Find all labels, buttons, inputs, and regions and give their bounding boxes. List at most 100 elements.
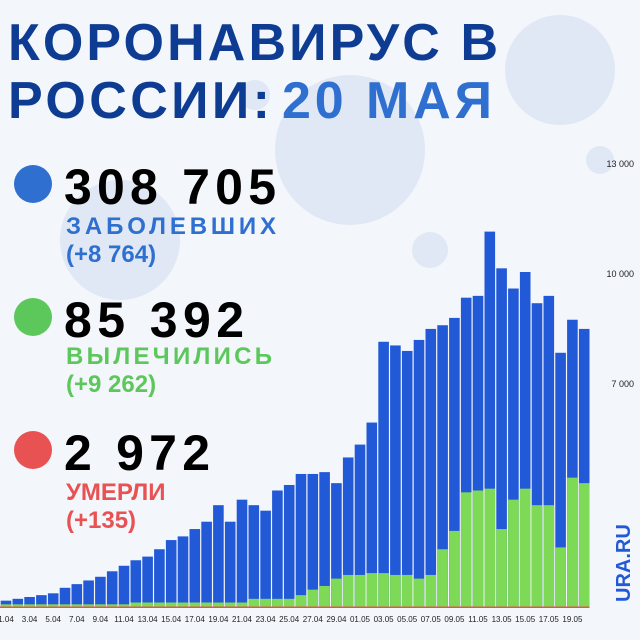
bar xyxy=(71,604,83,608)
bar xyxy=(331,483,342,608)
bar xyxy=(531,303,543,608)
bar xyxy=(106,604,118,608)
bar xyxy=(142,602,153,608)
bar xyxy=(578,483,590,608)
bar xyxy=(248,598,260,608)
stats: 308 705 ЗАБОЛЕВШИХ (+8 764) 85 392 ВЫЛЕЧ… xyxy=(14,159,276,534)
title: РОССИИ: xyxy=(8,72,270,130)
bar xyxy=(555,352,566,608)
bar xyxy=(401,350,413,608)
bar xyxy=(413,339,425,608)
bar xyxy=(283,484,295,608)
x-tick-label: 9.04 xyxy=(93,615,109,624)
bar xyxy=(177,602,189,608)
bar xyxy=(106,571,118,608)
bar xyxy=(307,473,319,608)
bar xyxy=(449,317,460,608)
x-tick-label: 27.04 xyxy=(303,615,324,624)
bar xyxy=(543,295,555,608)
bar xyxy=(543,505,555,608)
bar xyxy=(378,341,389,608)
bar xyxy=(425,574,437,608)
bar xyxy=(189,602,201,608)
bar xyxy=(567,319,578,608)
y-tick-label: 10 000 xyxy=(606,269,634,279)
bar xyxy=(154,602,165,608)
x-tick-label: 15.05 xyxy=(515,615,536,624)
x-tick-label: 01.05 xyxy=(350,615,371,624)
x-tick-label: 21.04 xyxy=(232,615,253,624)
bar xyxy=(425,328,437,608)
bar xyxy=(142,556,153,608)
bar xyxy=(154,549,165,608)
bar xyxy=(59,604,71,608)
bar xyxy=(342,457,354,608)
bar xyxy=(36,595,47,608)
bar xyxy=(401,574,413,608)
bar xyxy=(165,540,177,608)
bar xyxy=(213,505,224,608)
bar xyxy=(95,604,106,608)
bar xyxy=(260,598,271,608)
bar xyxy=(213,602,224,608)
bar xyxy=(496,529,507,608)
bar xyxy=(366,573,378,608)
bar xyxy=(378,573,389,608)
bar xyxy=(83,580,94,608)
bar xyxy=(390,345,401,608)
bar xyxy=(519,272,531,608)
stat-label: ЗАБОЛЕВШИХ xyxy=(66,213,276,240)
bar xyxy=(118,604,130,608)
bar xyxy=(177,536,189,608)
x-tick-label: 17.05 xyxy=(539,615,560,624)
bar xyxy=(224,602,236,608)
bar xyxy=(224,521,236,608)
bar xyxy=(83,604,94,608)
bar xyxy=(390,574,401,608)
bar xyxy=(519,488,531,608)
bar xyxy=(295,473,307,608)
bar xyxy=(283,598,295,608)
bar xyxy=(47,604,59,608)
bar xyxy=(331,578,342,608)
x-tick-label: 07.05 xyxy=(421,615,442,624)
bar xyxy=(272,490,283,608)
title: КОРОНАВИРУС В xyxy=(8,14,498,72)
stat-change: (+8 764) xyxy=(66,241,156,268)
x-tick-label: 3.04 xyxy=(22,615,38,624)
bar xyxy=(36,604,47,608)
x-tick-label: 23.04 xyxy=(256,615,277,624)
title-date: 20 МАЯ xyxy=(282,72,492,130)
bar xyxy=(130,602,142,608)
bar xyxy=(248,505,260,608)
bar xyxy=(59,587,71,608)
stat-value: 85 392 xyxy=(64,292,244,348)
bar xyxy=(567,477,578,608)
bar xyxy=(24,596,35,608)
x-tick-label: 19.05 xyxy=(562,615,583,624)
x-tick-label: 11.05 xyxy=(468,615,488,624)
bar xyxy=(496,268,507,608)
bar xyxy=(484,488,496,608)
stat-value: 2 972 xyxy=(64,425,210,481)
bar xyxy=(578,328,590,608)
bar xyxy=(71,584,83,608)
bar xyxy=(272,598,283,608)
baseline xyxy=(0,606,590,608)
bar xyxy=(354,444,366,608)
y-tick-label: 7 000 xyxy=(611,379,634,389)
bar xyxy=(508,288,519,608)
bar xyxy=(118,565,130,608)
bar xyxy=(460,297,472,608)
x-tick-label: 13.04 xyxy=(138,615,159,624)
x-tick-label: 5.04 xyxy=(45,615,61,624)
x-tick-label: 13.05 xyxy=(492,615,513,624)
x-tick-label: 7.04 xyxy=(69,615,85,624)
x-tick-label: 19.04 xyxy=(208,615,229,624)
stat-change: (+135) xyxy=(66,507,136,534)
bar xyxy=(531,505,543,608)
bar xyxy=(484,231,496,608)
virus-decor xyxy=(60,15,615,300)
bar xyxy=(236,499,248,608)
